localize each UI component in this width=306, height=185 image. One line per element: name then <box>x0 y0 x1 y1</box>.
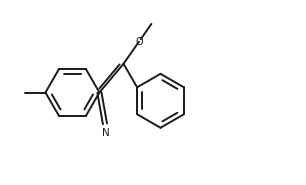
Text: O: O <box>135 37 143 47</box>
Text: N: N <box>102 128 110 138</box>
